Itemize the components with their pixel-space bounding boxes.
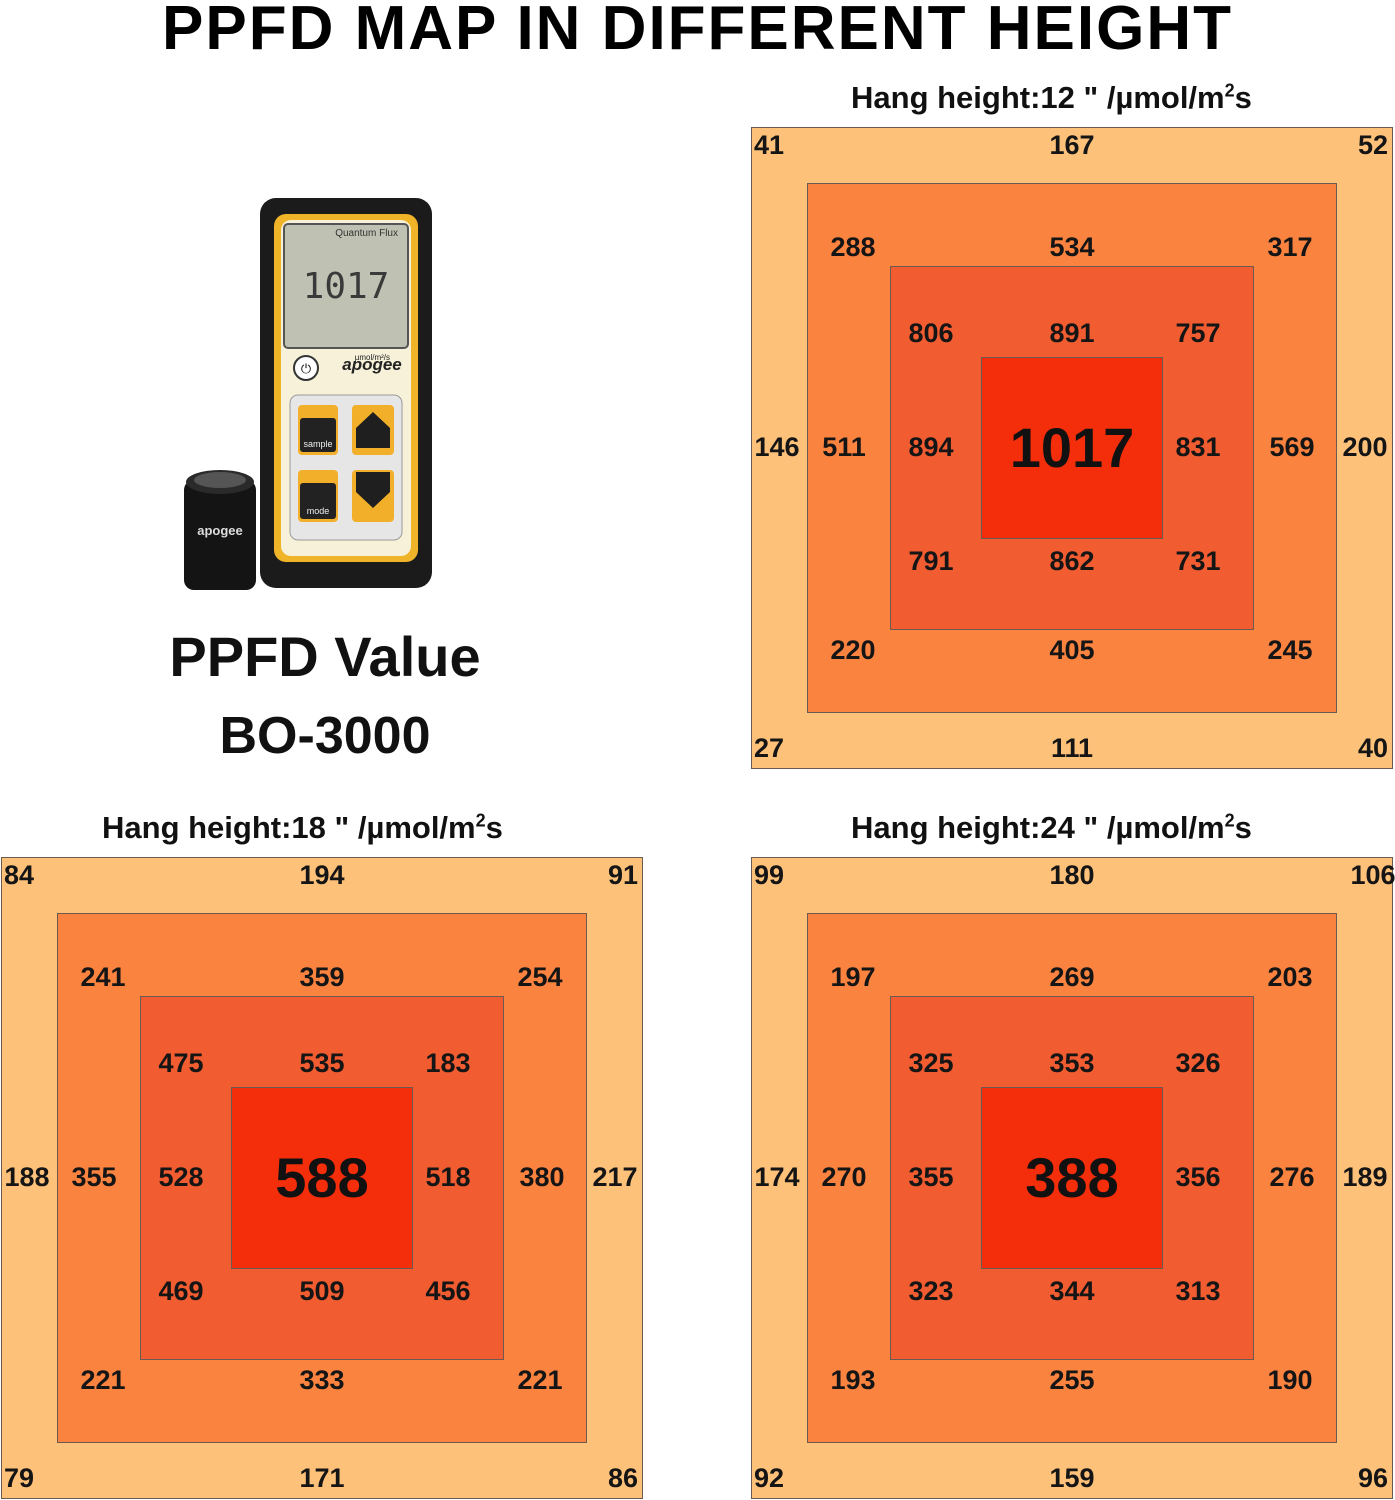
svg-text:apogee: apogee [197,523,243,538]
ppfd-value-zone2-bottom-right: 190 [1267,1365,1313,1395]
ppfd-value-zone1-top-right: 106 [1350,860,1395,890]
ppfd-value-zone3-bottom-left: 323 [908,1276,954,1306]
ppfd-value-zone1-right: 200 [1342,432,1388,462]
ppfd-zone-4 [981,1087,1163,1269]
ppfd-value-zone3-bottom-right: 456 [425,1276,471,1306]
ppfd-value-zone1-bottom-right: 96 [1357,1463,1389,1493]
svg-text:apogee: apogee [342,355,402,374]
ppfd-value-zone2-left: 355 [71,1162,117,1192]
ppfd-value-zone3-top-right: 757 [1175,318,1221,348]
ppfd-value-zone2-bottom-right: 221 [517,1365,563,1395]
ppfd-value-center: 588 [275,1146,369,1209]
ppfd-value-zone2-top: 269 [1049,962,1095,992]
ppfd-value-zone1-left: 188 [4,1162,50,1192]
ppfd-value-zone1-top-right: 91 [607,860,639,890]
ppfd-value-zone1-left: 174 [754,1162,800,1192]
ppfd-value-zone1-bottom: 111 [1050,733,1094,763]
ppfd-value-zone2-top-right: 254 [517,962,563,992]
ppfd-value-zone2-bottom: 333 [299,1365,345,1395]
ppfd-value-zone2-top: 359 [299,962,345,992]
map-title-12: Hang height:12 " /µmol/m2s [851,80,1252,115]
ppfd-value-zone1-top-left: 99 [753,860,785,890]
ppfd-map-12-inch: 41 167 52 146 200 27 111 40 288 534 317 511 569 220 40… [751,127,1393,769]
ppfd-value-zone2-top-left: 197 [830,962,876,992]
ppfd-value-zone2-right: 569 [1269,432,1315,462]
ppfd-value-zone1-top: 167 [1049,130,1095,160]
ppfd-value-zone1-right: 189 [1342,1162,1388,1192]
ppfd-value-zone1-bottom-left: 92 [753,1463,785,1493]
svg-text:1017: 1017 [303,266,390,307]
ppfd-meter-image: apogee Quantum Flux 1017 µmol/m²/s ⏻ apo… [150,190,450,600]
ppfd-value-zone2-bottom: 405 [1049,635,1095,665]
ppfd-value-zone1-top-left: 41 [753,130,785,160]
ppfd-value-zone3-top-right: 183 [425,1048,471,1078]
ppfd-value-zone2-top: 534 [1049,232,1095,262]
ppfd-value-zone2-bottom-left: 221 [80,1365,126,1395]
ppfd-value-zone2-bottom: 255 [1049,1365,1095,1395]
quantum-sensor-icon: apogee [184,470,256,590]
svg-text:sample: sample [303,439,332,449]
svg-text:Quantum Flux: Quantum Flux [335,228,398,239]
ppfd-value-zone3-top: 891 [1049,318,1095,348]
ppfd-value-zone3-top-left: 325 [908,1048,954,1078]
ppfd-value-zone3-top-left: 806 [908,318,954,348]
ppfd-value-zone2-right: 380 [519,1162,565,1192]
ppfd-value-zone3-bottom: 862 [1049,546,1095,576]
ppfd-value-zone3-bottom: 344 [1049,1276,1095,1306]
ppfd-value-zone3-left: 528 [158,1162,204,1192]
ppfd-value-zone1-bottom-right: 40 [1357,733,1389,763]
ppfd-value-zone3-left: 894 [908,432,954,462]
ppfd-value-zone3-bottom-right: 313 [1175,1276,1221,1306]
map-title-18: Hang height:18 " /µmol/m2s [102,810,503,845]
ppfd-value-zone2-top-right: 317 [1267,232,1313,262]
ppfd-map-24-inch: 99 180 106 174 189 92 159 96 197 269 203 270 276 193 2… [751,857,1395,1499]
ppfd-value-caption: PPFD Value [169,625,481,688]
ppfd-value-zone2-right: 276 [1269,1162,1315,1192]
ppfd-value-zone2-left: 270 [821,1162,867,1192]
ppfd-map-18-inch: 84 194 91 188 217 79 171 86 241 359 254 355 380 221 33… [1,857,643,1499]
ppfd-value-zone3-top-right: 326 [1175,1048,1221,1078]
ppfd-value-zone2-left: 511 [822,432,866,462]
ppfd-value-zone3-bottom-left: 791 [908,546,954,576]
ppfd-value-center: 1017 [1009,416,1135,479]
ppfd-value-zone2-bottom-left: 193 [830,1365,876,1395]
ppfd-value-zone1-bottom-left: 27 [753,733,785,763]
ppfd-value-zone3-right: 831 [1175,432,1221,462]
ppfd-value-zone3-right: 356 [1175,1162,1221,1192]
ppfd-value-zone3-right: 518 [425,1162,471,1192]
ppfd-value-zone3-top: 535 [299,1048,345,1078]
ppfd-value-zone1-bottom: 159 [1049,1463,1095,1493]
svg-text:⏻: ⏻ [301,362,311,377]
svg-text:µmol/m²/s: µmol/m²/s [355,353,390,362]
ppfd-zone-4 [231,1087,413,1269]
ppfd-value-zone3-top: 353 [1049,1048,1095,1078]
model-caption: BO-3000 [219,707,431,765]
ppfd-value-zone2-bottom-right: 245 [1267,635,1313,665]
ppfd-value-zone1-bottom: 171 [299,1463,345,1493]
ppfd-value-zone3-top-left: 475 [158,1048,204,1078]
ppfd-value-zone3-left: 355 [908,1162,954,1192]
ppfd-zone-4 [981,357,1163,539]
ppfd-value-zone1-bottom-right: 86 [607,1463,639,1493]
ppfd-value-zone1-top-left: 84 [3,860,35,890]
ppfd-value-zone1-top-right: 52 [1357,130,1389,160]
ppfd-value-zone2-top-left: 241 [80,962,126,992]
ppfd-value-zone2-top-left: 288 [830,232,876,262]
ppfd-value-zone1-top: 180 [1049,860,1095,890]
map-title-24: Hang height:24 " /µmol/m2s [851,810,1252,845]
ppfd-value-zone2-top-right: 203 [1267,962,1313,992]
ppfd-value-zone2-bottom-left: 220 [830,635,876,665]
ppfd-value-zone3-bottom-right: 731 [1175,546,1221,576]
ppfd-value-zone3-bottom-left: 469 [158,1276,204,1306]
page-title: PPFD MAP IN DIFFERENT HEIGHT [161,0,1233,63]
ppfd-value-zone1-bottom-left: 79 [3,1463,35,1493]
ppfd-value-zone3-bottom: 509 [299,1276,345,1306]
ppfd-value-zone1-right: 217 [592,1162,638,1192]
ppfd-value-center: 388 [1025,1146,1119,1209]
svg-text:mode: mode [307,506,330,516]
ppfd-value-zone1-left: 146 [754,432,800,462]
ppfd-value-zone1-top: 194 [299,860,345,890]
